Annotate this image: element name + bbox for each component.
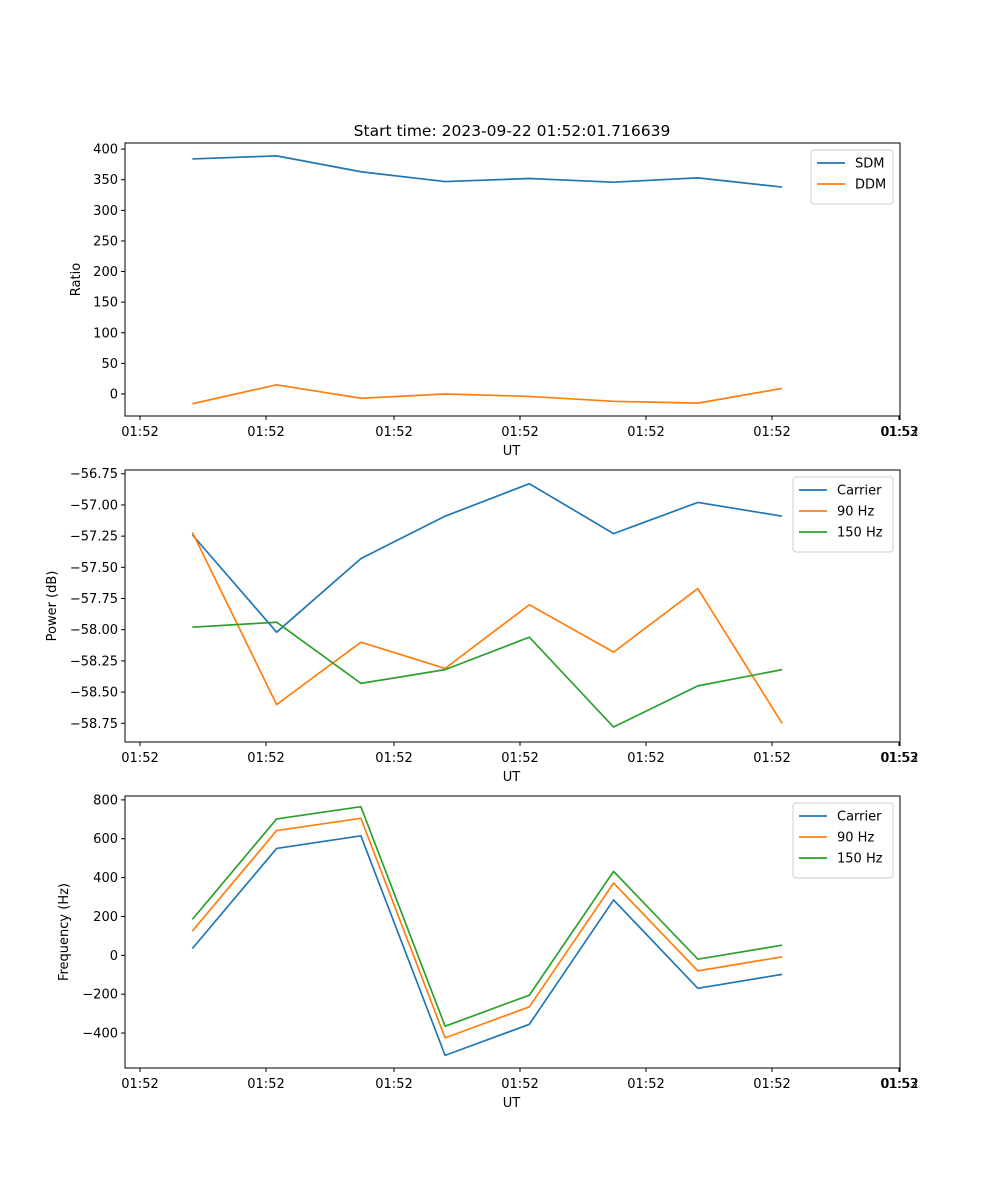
legend-label: 90 Hz	[837, 831, 874, 846]
x-tick-label: 01:52	[753, 425, 790, 440]
legend-label: Carrier	[837, 484, 882, 499]
y-tick-label: 0	[110, 949, 118, 964]
axes-frame	[124, 469, 901, 743]
series-line-carrier	[191, 482, 783, 634]
x-tick-label: 01:52	[247, 751, 284, 766]
x-tick-label: 01:52	[121, 425, 158, 440]
x-tick-label: 01:52	[627, 1077, 664, 1092]
legend-label: 150 Hz	[837, 852, 883, 867]
y-tick-label: 300	[93, 204, 118, 219]
x-tick-label: 01:52	[375, 1077, 412, 1092]
x-tick-label: 01:52	[121, 1077, 158, 1092]
y-tick-label: 200	[93, 910, 118, 925]
x-tick-label: 01:52	[247, 1077, 284, 1092]
x-tick-label: 01:52	[501, 1077, 538, 1092]
y-tick-label: −200	[82, 988, 118, 1003]
x-tick-end-label: 01:53	[880, 751, 917, 766]
legend-label: 90 Hz	[837, 505, 874, 520]
x-tick-label: 01:52	[627, 425, 664, 440]
x-axis-label: UT	[503, 1096, 521, 1111]
x-tick-label: 01:52	[881, 425, 918, 440]
y-tick-label: 800	[93, 793, 118, 808]
y-tick-label: −400	[82, 1027, 118, 1042]
y-tick-label: 0	[110, 387, 118, 402]
y-tick-label: 200	[93, 265, 118, 280]
x-tick-label: 01:52	[375, 425, 412, 440]
y-tick-label: −57.50	[70, 561, 118, 576]
x-tick-label: 01:52	[375, 751, 412, 766]
x-tick-end-label: 01:53	[880, 425, 917, 440]
y-tick-label: −58.75	[70, 717, 118, 732]
power-panel: −58.75 −58.50 −58.25 −58.00 −57.75 −57.50 −57.…	[45, 467, 919, 785]
series-line-150-hz	[192, 621, 783, 728]
x-tick-label: 01:52	[501, 751, 538, 766]
x-tick-label: 01:52	[753, 751, 790, 766]
legend-box	[792, 802, 894, 879]
series-line-90-hz	[191, 817, 783, 1039]
x-tick-label: 01:52	[121, 751, 158, 766]
y-tick-label: −56.75	[70, 467, 118, 482]
y-tick-label: 350	[93, 173, 118, 188]
figure-title: Start time: 2023-09-22 01:52:01.716639	[354, 122, 671, 140]
legend-label: DDM	[855, 178, 886, 193]
y-axis-label: Frequency (Hz)	[57, 883, 72, 981]
x-tick-label: 01:52	[881, 1077, 918, 1092]
y-tick-label: 600	[93, 832, 118, 847]
y-tick-label: 100	[93, 326, 118, 341]
legend-label: Carrier	[837, 810, 882, 825]
legend-box	[792, 476, 894, 553]
y-tick-label: 400	[93, 871, 118, 886]
y-tick-label: 50	[101, 357, 118, 372]
y-tick-label: −57.25	[70, 530, 118, 545]
series-line-carrier	[191, 834, 783, 1057]
y-tick-label: 400	[93, 143, 118, 158]
series-line-90-hz	[191, 532, 783, 724]
axes-frame	[124, 795, 901, 1069]
x-tick-label: 01:52	[753, 1077, 790, 1092]
y-tick-label: −58.25	[70, 654, 118, 669]
x-axis-label: UT	[503, 770, 521, 785]
legend-label: 150 Hz	[837, 526, 883, 541]
y-tick-label: −57.75	[70, 592, 118, 607]
y-axis-label: Ratio	[69, 263, 84, 296]
axes-frame	[124, 142, 901, 417]
series-line-sdm	[192, 155, 783, 188]
y-tick-label: −57.00	[70, 498, 118, 513]
series-line-150-hz	[191, 805, 783, 1028]
x-tick-label: 01:52	[881, 751, 918, 766]
x-axis-label: UT	[503, 444, 521, 459]
y-tick-label: 250	[93, 234, 118, 249]
y-tick-label: 150	[93, 296, 118, 311]
y-tick-label: −58.50	[70, 686, 118, 701]
x-tick-label: 01:52	[501, 425, 538, 440]
y-tick-label: −58.00	[70, 623, 118, 638]
x-tick-label: 01:52	[627, 751, 664, 766]
y-axis-label: Power (dB)	[45, 571, 60, 642]
series-line-ddm	[192, 383, 783, 405]
legend-label: SDM	[855, 157, 884, 172]
x-tick-label: 01:52	[247, 425, 284, 440]
x-tick-end-label: 01:53	[880, 1077, 917, 1092]
